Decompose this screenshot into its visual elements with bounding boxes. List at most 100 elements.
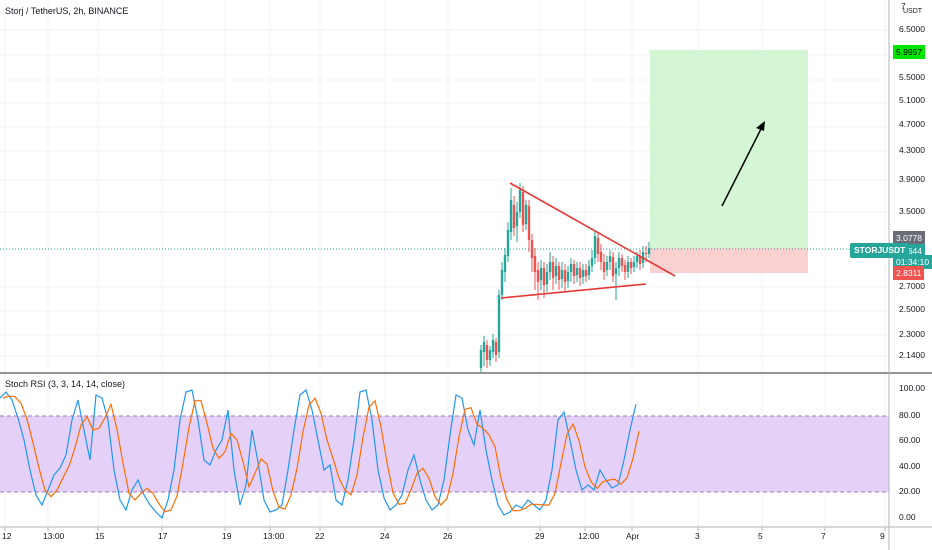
time-axis-tick: 3 (695, 531, 700, 541)
candle-body (605, 262, 609, 270)
price-axis-tick: 7 (901, 1, 906, 11)
price-axis-tick: 3.9000 (899, 174, 925, 184)
candle-body (629, 262, 633, 268)
stoch-k-line (0, 388, 637, 520)
oscillator-axis-tick: 20.00 (899, 486, 921, 496)
time-axis-tick: 19 (222, 531, 232, 541)
candle-body (563, 270, 567, 282)
candle-body (623, 265, 627, 272)
price-axis-tick: 5.5000 (899, 72, 925, 82)
time-axis-tick: 13:00 (43, 531, 65, 541)
candle-body (599, 252, 603, 262)
candle-body (584, 270, 588, 276)
time-axis-tick: 13:00 (263, 531, 285, 541)
candle-body (530, 240, 534, 258)
price-axis-tick: 2.5000 (899, 304, 925, 314)
candle-body (485, 345, 489, 360)
price-axis-tick: 5.1000 (899, 95, 925, 105)
price-axis-tick: 2.3000 (899, 329, 925, 339)
candle-body (497, 295, 501, 352)
price-axis-tick: 6.5000 (899, 24, 925, 34)
symbol-pill[interactable]: STORJUSDT (850, 243, 910, 258)
candle-body (533, 256, 537, 272)
arrowhead-icon (756, 121, 765, 131)
time-axis-tick: 12 (2, 531, 12, 541)
upper-trendline[interactable] (509, 182, 676, 277)
price-axis-tick: 4.3000 (899, 145, 925, 155)
candle-body (527, 206, 531, 240)
time-axis-tick: 26 (443, 531, 453, 541)
candle-body (581, 270, 585, 277)
oscillator-axis-tick: 0.00 (899, 512, 916, 522)
candlesticks (479, 183, 651, 372)
candle-body (608, 256, 612, 262)
candle-body (590, 258, 594, 266)
stop-price-tag: 2.8311 (893, 266, 925, 280)
candle-body (569, 264, 573, 272)
axis-ticks (4, 527, 886, 531)
price-axis-unit: USDT (903, 8, 923, 15)
oscillator-axis-tick: 60.00 (899, 435, 921, 445)
candle-body (647, 248, 651, 254)
time-axis-tick: 29 (535, 531, 545, 541)
time-axis-tick: 24 (380, 531, 390, 541)
candle-body (644, 253, 648, 254)
candle-body (539, 268, 543, 280)
oscillator-axis-tick: 80.00 (899, 410, 921, 420)
target-zone[interactable] (650, 50, 808, 248)
candle-body (524, 205, 528, 224)
time-axis-tick: 7 (821, 531, 826, 541)
time-axis-tick: 15 (95, 531, 105, 541)
candle-body (572, 264, 576, 276)
price-axis-tick: 4.7000 (899, 119, 925, 129)
candle-body (638, 256, 642, 264)
candle-body (536, 270, 540, 282)
candle-body (596, 238, 600, 254)
candle-body (515, 212, 519, 226)
candle-body (602, 262, 606, 272)
candle-body (557, 266, 561, 280)
target-price-tag: 5.9957 (893, 45, 925, 59)
time-axis-tick: 5 (758, 531, 763, 541)
stoch-d-line (2, 395, 640, 513)
direction-arrow[interactable] (721, 124, 764, 207)
candle-body (482, 342, 486, 352)
price-axis-tick: 2.7000 (899, 281, 925, 291)
candle-body (500, 270, 504, 295)
countdown-tag: 01:34:10 (893, 255, 932, 269)
candle-body (578, 268, 582, 278)
candle-body (566, 272, 570, 281)
candle-body (575, 268, 579, 275)
candle-body (542, 268, 546, 285)
candle-body (488, 350, 492, 360)
indicator-title[interactable]: Stoch RSI (3, 3, 14, 14, close) (5, 379, 126, 389)
oscillator-band (0, 416, 889, 492)
candle-body (521, 192, 525, 225)
symbol-title[interactable]: Storj / TetherUS, 2h, BINANCE (5, 6, 129, 16)
candle-body (560, 270, 564, 279)
candle-body (491, 340, 495, 352)
time-axis-tick: 17 (158, 531, 168, 541)
lower-trendline[interactable] (500, 283, 647, 299)
price-axis-tick: 3.5000 (899, 206, 925, 216)
candle-body (620, 258, 624, 266)
candle-body (554, 266, 558, 276)
candle-body (632, 262, 636, 267)
candle-body (611, 257, 615, 276)
candle-body (494, 342, 498, 355)
stop-zone[interactable] (650, 248, 808, 273)
candle-body (551, 262, 555, 278)
candle-body (593, 236, 597, 258)
candle-body (635, 256, 639, 262)
time-axis-tick: Apr (626, 531, 640, 541)
candle-body (512, 205, 516, 228)
time-axis-tick: 22 (315, 531, 325, 541)
candle-body (614, 268, 618, 274)
candle-body (617, 258, 621, 268)
oscillator-axis-tick: 100.00 (899, 383, 925, 393)
oscillator-axis-tick: 40.00 (899, 461, 921, 471)
candle-body (503, 255, 507, 272)
candle-body (479, 350, 483, 368)
